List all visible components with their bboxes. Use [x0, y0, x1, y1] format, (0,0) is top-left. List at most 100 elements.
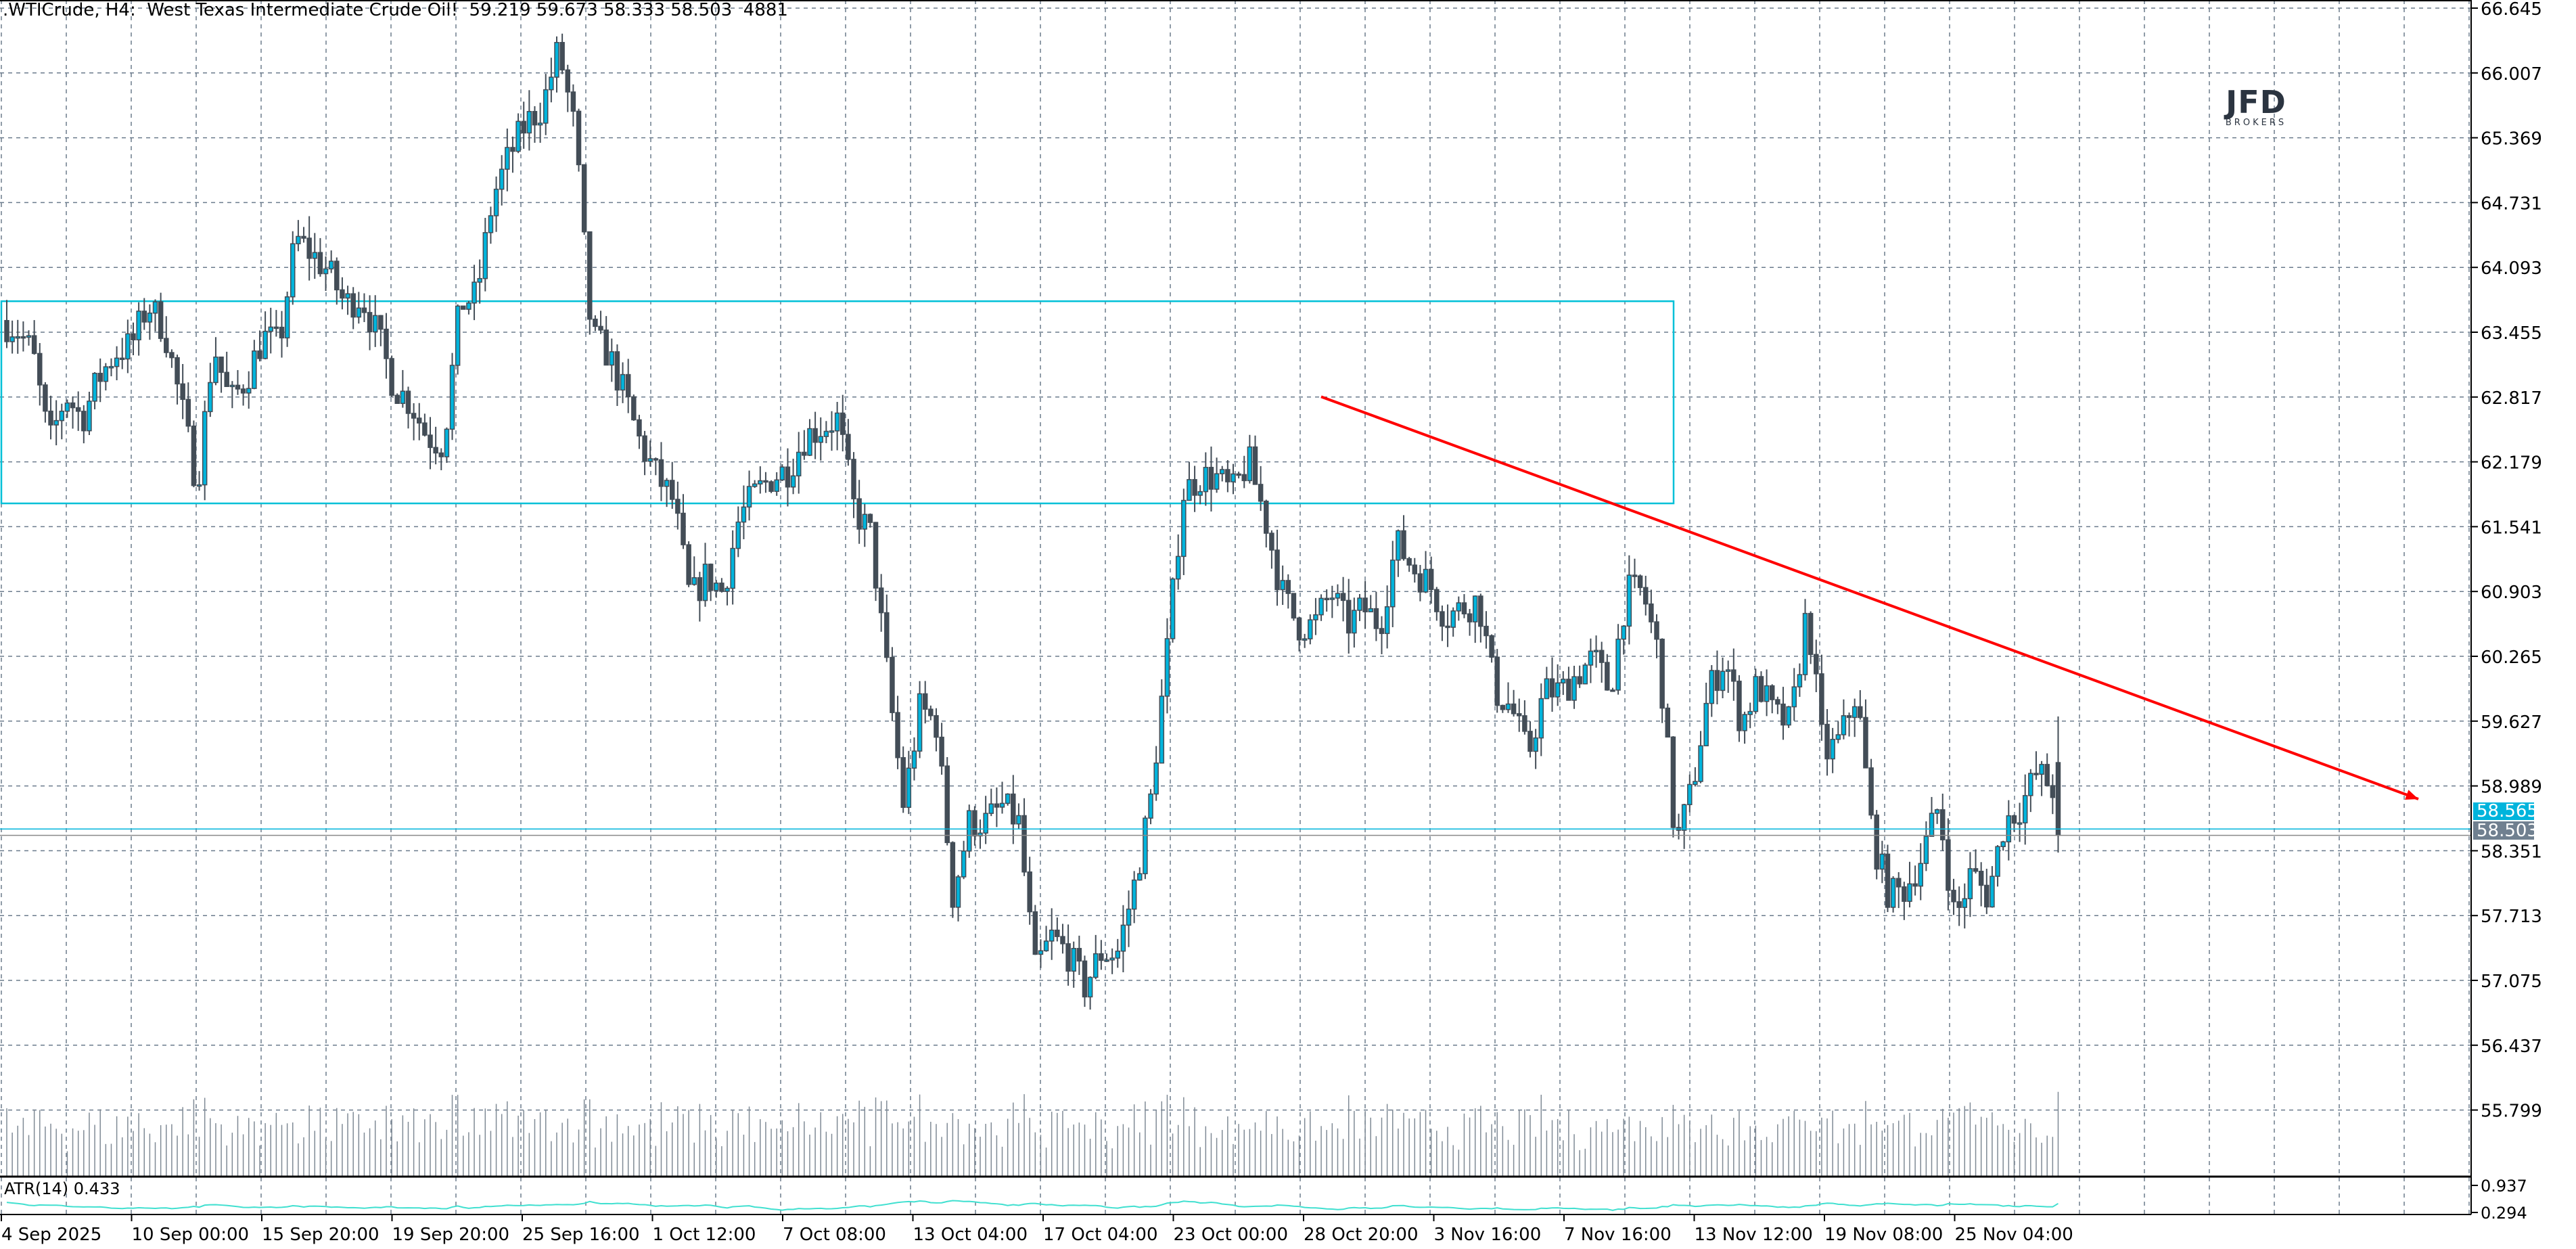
candle-bull — [64, 402, 70, 412]
candle-bear — [1670, 736, 1676, 828]
candle-bull — [328, 260, 334, 270]
candle-bear — [1517, 713, 1522, 717]
candle-bear — [900, 757, 906, 808]
candle-bear — [873, 522, 879, 589]
candle-bear — [97, 373, 103, 382]
candle-bull — [196, 484, 202, 487]
candle-bull — [862, 514, 868, 530]
candle-bear — [928, 708, 934, 717]
candle-bull — [746, 486, 752, 508]
candle-bull — [1396, 530, 1401, 561]
candle-bear — [763, 480, 768, 483]
candle-bear — [1511, 703, 1517, 714]
atr-polyline — [6, 1200, 2059, 1211]
candle-bear — [433, 447, 438, 454]
candle-bull — [730, 547, 735, 589]
candle-bear — [1241, 474, 1247, 482]
candle-bear — [394, 394, 400, 404]
candle-bull — [543, 89, 549, 124]
candle-bull — [1588, 650, 1594, 666]
candle-bear — [658, 459, 664, 487]
candle-bear — [559, 42, 565, 71]
time-axis[interactable]: 4 Sep 2025 10 Sep 00:00 15 Sep 20:00 19 Sep… — [1, 1225, 2073, 1245]
candle-bear — [119, 357, 125, 361]
candle-bear — [235, 384, 241, 390]
candle-bull — [1368, 608, 1373, 612]
candle-bear — [1819, 673, 1824, 725]
candle-bear — [1780, 703, 1786, 726]
candle-bull — [1681, 804, 1687, 831]
candle-bear — [384, 328, 389, 359]
candle-bear — [279, 326, 285, 339]
candle-bull — [246, 388, 252, 394]
candle-bull — [779, 466, 785, 481]
candle-bear — [1478, 595, 1484, 627]
candle-bull — [444, 428, 450, 457]
candle-bull — [449, 365, 455, 430]
time-tick-label: 7 Nov 16:00 — [1564, 1225, 1672, 1245]
candle-bear — [934, 714, 939, 738]
candle-bull — [829, 430, 835, 433]
candle-bear — [1731, 669, 1736, 682]
candle-bear — [70, 402, 76, 409]
candle-bear — [708, 564, 714, 591]
candle-bear — [1637, 575, 1643, 589]
candle-bull — [1725, 669, 1731, 672]
candle-bull — [488, 215, 494, 233]
candle-bull — [1907, 883, 1912, 902]
candle-bear — [37, 353, 43, 386]
candle-bull — [229, 384, 235, 388]
candle-bull — [2028, 773, 2033, 796]
price-tick-label: 60.903 — [2481, 583, 2542, 603]
candle-bear — [972, 810, 978, 837]
candle-bear — [1065, 943, 1071, 972]
candle-bull — [1049, 929, 1055, 942]
candle-bull — [647, 458, 653, 462]
atr-indicator-label: ATR(14) 0.433 — [4, 1179, 120, 1198]
candle-bear — [301, 235, 306, 239]
candle-bear — [1885, 853, 1891, 908]
candle-bear — [2055, 762, 2061, 836]
candle-bear — [840, 412, 846, 435]
candle-bear — [1902, 886, 1907, 902]
candle-bull — [1197, 491, 1203, 496]
candle-bull — [1302, 638, 1308, 641]
candle-bear — [405, 390, 411, 414]
candle-bear — [565, 69, 571, 93]
candle-bull — [1918, 863, 1923, 887]
candle-bear — [1846, 715, 1852, 719]
trendline[interactable] — [1320, 395, 2419, 800]
candle-bear — [631, 396, 637, 421]
candle-bull — [961, 850, 967, 878]
candle-bull — [1247, 446, 1253, 482]
candle-bear — [1654, 621, 1659, 640]
candle-bull — [823, 430, 829, 437]
candle-bull — [108, 365, 114, 369]
time-tick-label: 19 Nov 08:00 — [1824, 1225, 1943, 1245]
candle-bear — [884, 612, 890, 658]
candle-bear — [1951, 890, 1956, 903]
candle-bull — [549, 76, 554, 91]
candle-bull — [1544, 678, 1550, 700]
candle-bull — [59, 411, 65, 422]
candle-bull — [1841, 715, 1847, 735]
candle-bull — [1720, 671, 1726, 691]
atr-tick-label: 0.937 — [2481, 1177, 2527, 1196]
candle-bull — [1214, 473, 1220, 490]
candle-bear — [1736, 681, 1742, 731]
candle-bull — [1087, 976, 1093, 998]
candle-bear — [581, 164, 587, 233]
price-axis[interactable]: 66.645 66.007 65.369 64.731 64.093 63.455 62.8… — [2473, 0, 2542, 1223]
candle-bull — [482, 232, 488, 279]
candle-bull — [455, 305, 461, 366]
candle-bear — [895, 712, 900, 758]
candle-bull — [526, 111, 532, 134]
grid — [0, 0, 2471, 1214]
candle-bull — [1990, 876, 1995, 908]
zone-rectangle[interactable] — [0, 300, 1675, 505]
candle-bear — [1379, 628, 1385, 635]
candle-bear — [1021, 815, 1027, 873]
candle-bull — [290, 243, 296, 298]
candle-bull — [345, 293, 350, 299]
